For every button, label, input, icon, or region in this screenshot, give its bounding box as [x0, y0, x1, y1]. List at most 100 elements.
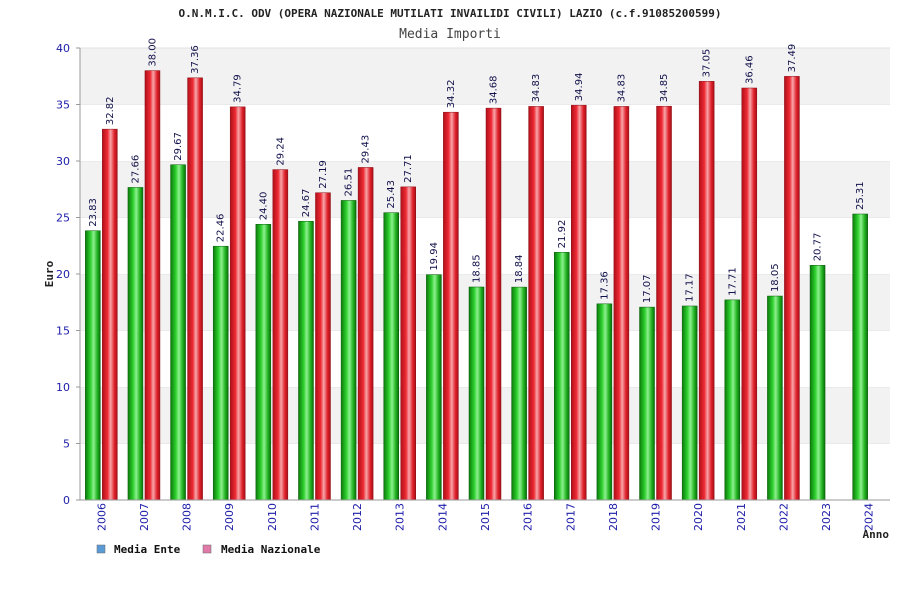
bar-media-nazionale — [656, 105, 672, 501]
chart-title: O.N.M.I.C. ODV (OPERA NAZIONALE MUTILATI… — [178, 7, 721, 20]
x-tick-label: 2020 — [692, 503, 705, 531]
data-label-media-ente: 22.46 — [216, 214, 227, 243]
bar-media-ente — [681, 305, 698, 501]
y-axis-ticks: 0 5 10 15 20 25 30 35 40 — [56, 42, 80, 507]
bar-media-nazionale — [400, 186, 416, 501]
bar-media-ente — [596, 303, 613, 501]
data-label-media-ente: 25.31 — [855, 181, 866, 210]
x-tick-label: 2018 — [607, 503, 620, 531]
bar-media-nazionale — [485, 107, 502, 501]
y-tick-label: 5 — [63, 438, 70, 451]
bar-media-nazionale — [443, 111, 459, 501]
bar-media-ente — [298, 220, 314, 501]
data-label-media-nazionale: 32.82 — [105, 96, 116, 125]
bar-media-ente — [639, 306, 655, 501]
bar-media-ente — [724, 299, 741, 501]
data-label-media-ente: 24.40 — [258, 192, 269, 221]
bar-media-nazionale — [698, 81, 715, 501]
data-label-media-nazionale: 34.83 — [616, 74, 627, 103]
x-tick-label: 2015 — [479, 503, 492, 531]
x-tick-label: 2017 — [564, 503, 577, 531]
legend-swatch-nazionale — [202, 544, 212, 554]
bar-media-nazionale — [187, 77, 203, 501]
data-label-media-nazionale: 36.46 — [744, 55, 755, 84]
data-label-media-nazionale: 34.68 — [489, 75, 500, 104]
x-tick-label: 2021 — [735, 503, 748, 531]
x-tick-label: 2010 — [266, 503, 279, 531]
bar-media-ente — [383, 212, 399, 501]
y-tick-label: 15 — [56, 325, 70, 338]
bar-media-ente — [767, 295, 783, 501]
data-label-media-ente: 17.07 — [642, 274, 653, 303]
data-label-media-ente: 24.67 — [301, 189, 312, 218]
x-tick-label: 2012 — [351, 503, 364, 531]
data-label-media-ente: 25.43 — [386, 180, 397, 209]
bar-media-ente — [255, 224, 272, 501]
bar-media-nazionale — [315, 192, 331, 501]
x-tick-label: 2016 — [522, 503, 535, 531]
x-axis-ticks: 2006 2007 2008 2009 2010 2011 2012 2013 2014 2015… — [95, 503, 875, 531]
x-tick-label: 2007 — [138, 503, 151, 531]
y-tick-label: 0 — [63, 494, 70, 507]
bar-media-nazionale — [528, 106, 544, 501]
data-label-media-nazionale: 37.05 — [702, 49, 713, 78]
x-tick-label: 2022 — [777, 503, 790, 531]
data-label-media-ente: 21.92 — [557, 220, 568, 249]
bar-media-ente — [170, 164, 186, 501]
y-axis-title: Euro — [43, 260, 56, 287]
data-label-media-ente: 17.71 — [727, 267, 738, 296]
data-label-media-ente: 27.66 — [130, 155, 141, 184]
x-tick-label: 2008 — [181, 503, 194, 531]
bar-media-ente — [852, 213, 868, 501]
x-axis-title: Anno — [863, 528, 890, 541]
bar-media-ente — [468, 286, 485, 501]
data-label-media-ente: 18.85 — [472, 254, 483, 283]
legend-label-ente: Media Ente — [114, 543, 181, 556]
data-label-media-nazionale: 37.49 — [787, 44, 798, 73]
data-label-media-nazionale: 29.24 — [275, 137, 286, 166]
y-tick-label: 35 — [56, 99, 70, 112]
x-tick-label: 2019 — [650, 503, 663, 531]
bar-media-ente — [809, 265, 826, 501]
data-label-media-ente: 17.17 — [685, 273, 696, 302]
bar-media-ente — [340, 200, 357, 501]
data-labels: 23.83 32.82 27.66 38.00 29.67 37.36 22.46 34.79… — [88, 38, 866, 303]
legend: Media Ente Media Nazionale — [96, 543, 321, 556]
data-label-media-nazionale: 29.43 — [361, 135, 372, 164]
bar-media-nazionale — [102, 128, 118, 501]
y-tick-label: 30 — [56, 155, 70, 168]
bar-media-nazionale — [357, 167, 374, 501]
bars — [85, 70, 868, 501]
y-tick-label: 10 — [56, 381, 70, 394]
data-label-media-ente: 26.51 — [344, 168, 355, 197]
data-label-media-ente: 19.94 — [429, 242, 440, 271]
data-label-media-nazionale: 34.83 — [531, 74, 542, 103]
bar-media-nazionale — [784, 76, 800, 501]
data-label-media-nazionale: 38.00 — [147, 38, 158, 67]
data-label-media-nazionale: 27.71 — [403, 154, 414, 183]
data-label-media-nazionale: 34.79 — [233, 74, 244, 103]
data-label-media-ente: 18.84 — [514, 254, 525, 283]
bar-media-nazionale — [229, 106, 246, 501]
bar-media-ente — [212, 245, 229, 501]
bar-media-ente — [127, 187, 144, 501]
bar-media-nazionale — [613, 106, 630, 501]
data-label-media-nazionale: 37.36 — [190, 45, 201, 74]
y-tick-label: 25 — [56, 212, 70, 225]
y-tick-label: 40 — [56, 42, 70, 55]
data-label-media-ente: 20.77 — [813, 233, 824, 262]
bar-media-nazionale — [571, 104, 587, 501]
bar-media-nazionale — [144, 70, 161, 501]
y-tick-label: 20 — [56, 268, 70, 281]
data-label-media-nazionale: 34.32 — [446, 80, 457, 109]
legend-label-nazionale: Media Nazionale — [221, 543, 321, 556]
x-tick-label: 2024 — [863, 503, 876, 531]
x-tick-label: 2009 — [223, 503, 236, 531]
bar-media-ente — [554, 252, 570, 501]
x-tick-label: 2014 — [436, 503, 449, 531]
data-label-media-nazionale: 27.19 — [318, 160, 329, 189]
legend-swatch-ente — [96, 544, 106, 554]
data-label-media-nazionale: 34.94 — [574, 73, 585, 102]
